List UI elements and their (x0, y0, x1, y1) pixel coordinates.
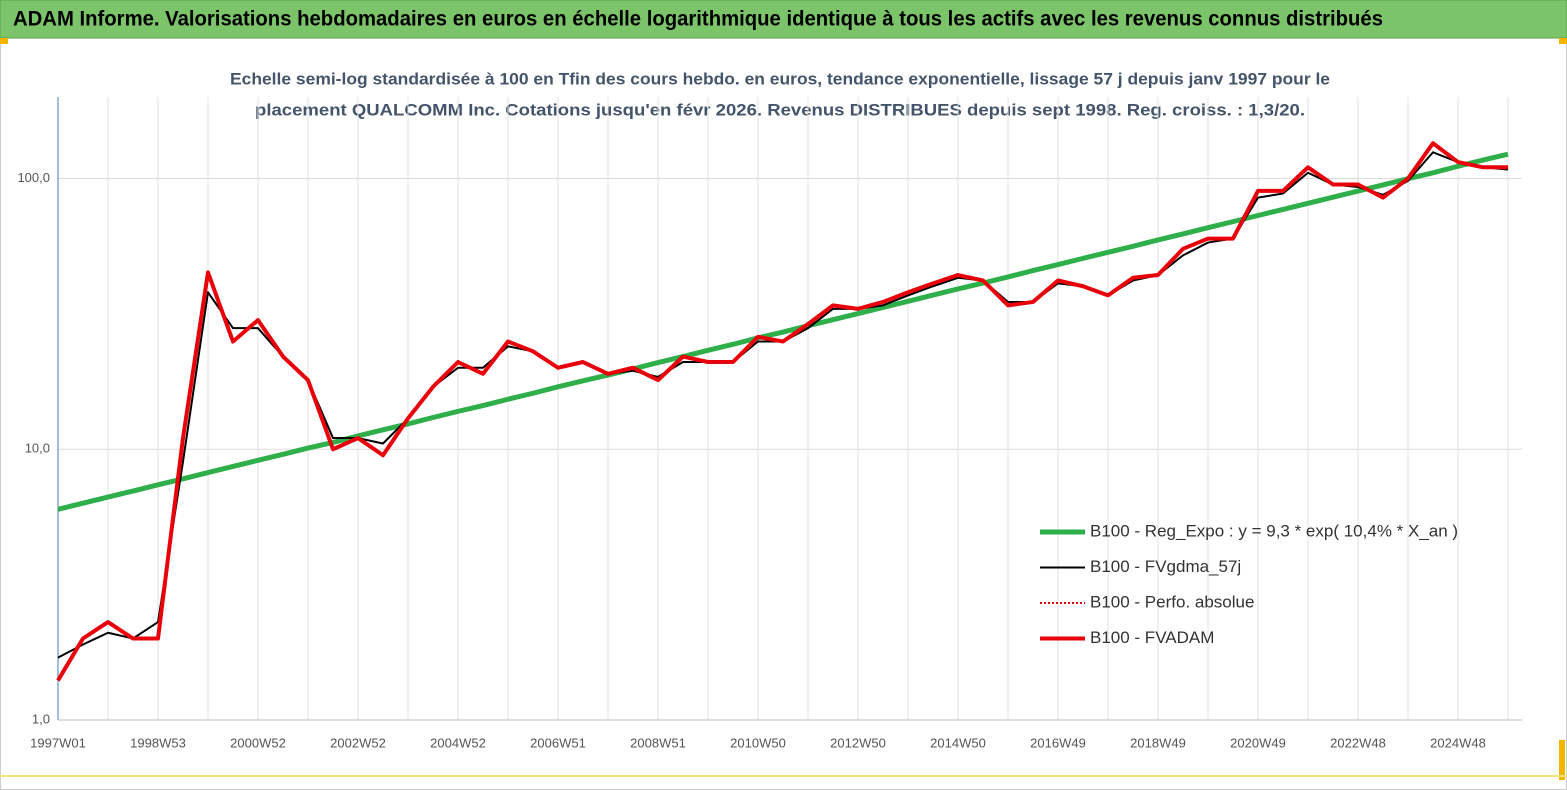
series-line (56, 141, 1508, 682)
x-tick-label: 2018W49 (1130, 735, 1186, 750)
chart-subtitle: Echelle semi-log standardisée à 100 en T… (230, 69, 1330, 88)
y-tick-label: 100,0 (17, 170, 50, 185)
x-tick-label: 2022W48 (1330, 735, 1386, 750)
corner (1559, 38, 1567, 44)
x-tick-label: 1997W01 (30, 735, 86, 750)
x-tick-label: 2020W49 (1230, 735, 1286, 750)
legend-label: B100 - Perfo. absolue (1090, 592, 1254, 611)
header-bar (0, 0, 1567, 39)
chart-subtitle: placement QUALCOMM Inc. Cotations jusqu'… (255, 100, 1305, 119)
legend-label: B100 - FVgdma_57j (1090, 557, 1241, 576)
legend-label: B100 - Reg_Expo : y = 9,3 * exp( 10,4% *… (1090, 521, 1458, 540)
x-tick-label: 1998W53 (130, 735, 186, 750)
x-tick-label: 2008W51 (630, 735, 686, 750)
x-tick-label: 2000W52 (230, 735, 286, 750)
y-tick-label: 10,0 (25, 441, 50, 456)
x-tick-label: 2014W50 (930, 735, 986, 750)
x-tick-label: 2010W50 (730, 735, 786, 750)
chart-title: ADAM Informe. Valorisations hebdomadaire… (13, 8, 1383, 31)
x-tick-label: 2012W50 (830, 735, 886, 750)
x-tick-label: 2002W52 (330, 735, 386, 750)
x-tick-label: 2004W52 (430, 735, 486, 750)
corner (0, 38, 8, 44)
series-line (57, 151, 1509, 512)
legend-label: B100 - FVADAM (1090, 628, 1214, 647)
corner (1559, 740, 1565, 780)
x-tick-label: 2024W48 (1430, 735, 1486, 750)
x-tick-label: 2016W49 (1030, 735, 1086, 750)
x-tick-label: 2006W51 (530, 735, 586, 750)
y-tick-label: 1,0 (32, 711, 50, 726)
